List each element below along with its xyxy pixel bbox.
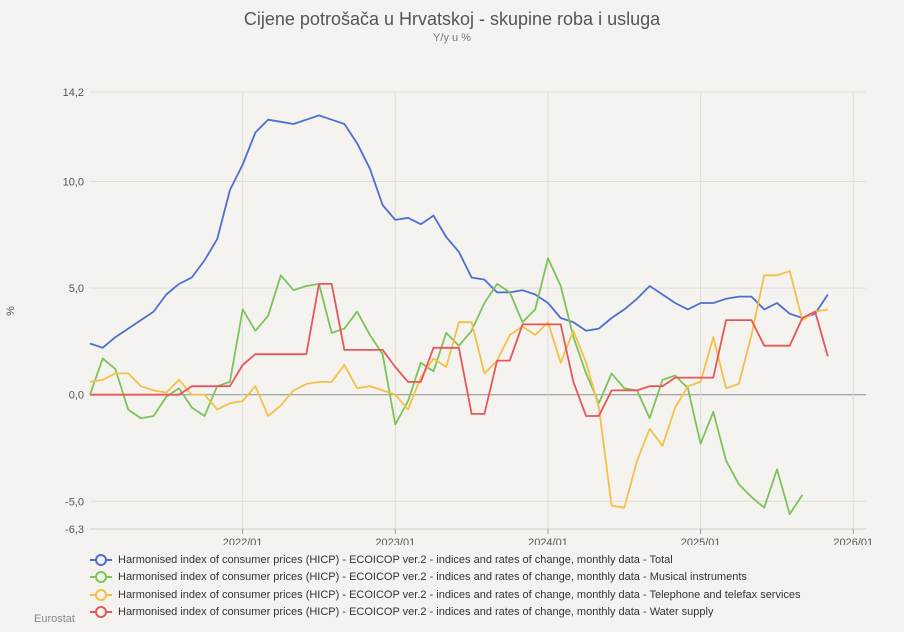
- legend-item[interactable]: Harmonised index of consumer prices (HIC…: [90, 551, 801, 569]
- line-chart: 14,210,05,00,0-5,0-6,3 2022/01 2023/01 202…: [63, 87, 874, 545]
- legend-label: Harmonised index of consumer prices (HIC…: [118, 606, 714, 619]
- legend-item[interactable]: Harmonised index of consumer prices (HIC…: [90, 604, 801, 622]
- legend-label: Harmonised index of consumer prices (HIC…: [118, 553, 673, 566]
- x-tick-label: 2023/01: [375, 537, 415, 545]
- x-axis: 2022/01 2023/01 2024/01 2025/01 2026/01: [90, 528, 873, 545]
- y-tick-label: -6,3: [65, 524, 84, 536]
- legend-label: Harmonised index of consumer prices (HIC…: [118, 588, 801, 601]
- series-line-3: [89, 270, 828, 509]
- series-lines: [89, 114, 829, 515]
- y-tick-label: 10,0: [63, 177, 84, 189]
- legend-item[interactable]: Harmonised index of consumer prices (HIC…: [90, 569, 801, 587]
- legend-item[interactable]: Harmonised index of consumer prices (HIC…: [90, 586, 801, 604]
- x-tick-label: 2022/01: [223, 537, 263, 545]
- legend-marker-icon: [90, 606, 112, 619]
- series-line-4: [90, 282, 829, 417]
- y-tick-label: 14,2: [63, 87, 84, 99]
- chart-subtitle: Y/y u %: [433, 32, 471, 44]
- legend: Harmonised index of consumer prices (HIC…: [90, 551, 801, 621]
- source-label: Eurostat: [34, 613, 75, 625]
- x-tick-label: 2024/01: [528, 537, 568, 545]
- legend-marker-icon: [90, 553, 112, 566]
- x-tick-label: 2025/01: [681, 537, 721, 545]
- y-axis: 14,2 10,0 5,0 0,0 -5,0 -6,3: [63, 87, 84, 536]
- y-tick-label: 5,0: [69, 283, 84, 295]
- series-line-2: [89, 257, 804, 515]
- y-tick-label: -5,0: [65, 496, 84, 508]
- chart-title: Cijene potrošača u Hrvatskoj - skupine r…: [243, 9, 661, 29]
- series-line-1: [89, 114, 829, 349]
- legend-label: Harmonised index of consumer prices (HIC…: [118, 571, 747, 584]
- x-tick-label: 2026/01: [833, 537, 873, 545]
- y-tick-label: 0,0: [69, 390, 84, 402]
- legend-marker-icon: [90, 571, 112, 584]
- legend-marker-icon: [90, 588, 112, 601]
- gridlines: [90, 91, 866, 529]
